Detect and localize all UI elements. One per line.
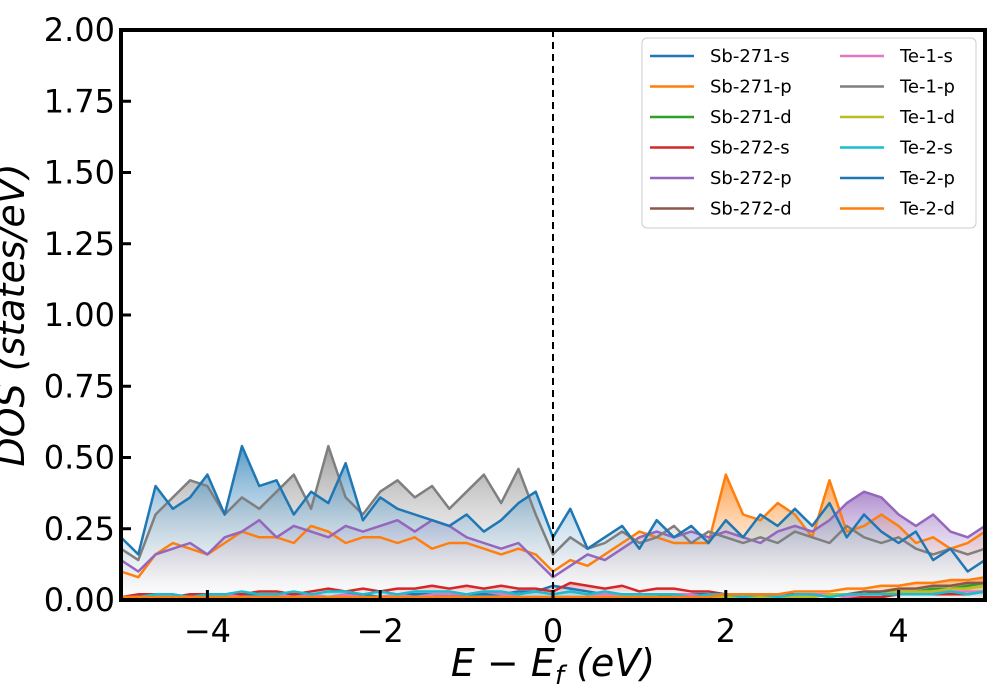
- legend-entry: Sb-272-s: [710, 138, 790, 159]
- legend-entry: Sb-271-d: [710, 107, 792, 128]
- y-tick-label: 0.75: [44, 367, 115, 405]
- y-tick-label: 2.00: [44, 11, 115, 49]
- legend-entry: Te-2-s: [899, 138, 953, 159]
- legend-box: [641, 37, 977, 229]
- x-tick-label: 0: [543, 612, 563, 650]
- line-te-1-p: [120, 444, 986, 562]
- legend: Sb-271-s Sb-271-p Sb-271-d Sb-272-s Sb-272-p…: [641, 37, 977, 229]
- y-tick-label: 0.25: [44, 510, 115, 548]
- legend-entry: Sb-272-d: [710, 199, 792, 220]
- legend-entry: Te-2-d: [899, 199, 955, 220]
- legend-entry: Te-1-d: [899, 107, 955, 128]
- x-tick-label: −2: [357, 612, 404, 650]
- y-tick-label: 1.00: [44, 296, 115, 334]
- line-sb-272-p: [120, 490, 986, 579]
- x-tick-label: −4: [184, 612, 231, 650]
- x-axis-label: E − Ef (eV): [451, 641, 655, 691]
- legend-entry: Te-2-p: [899, 168, 955, 189]
- x-label-main: E − E: [451, 641, 555, 685]
- legend-entry: Sb-272-p: [710, 168, 792, 189]
- legend-entry: Te-1-p: [899, 77, 955, 98]
- plot-frame: [119, 28, 987, 602]
- y-tick-label: 1.75: [44, 82, 115, 120]
- y-tick-label: 1.25: [44, 225, 115, 263]
- legend-entry: Sb-271-s: [710, 46, 790, 67]
- axis-ticks: −4 −2 0 2 4 0.00 0.25 0.50 0.75 1.00 1.25 1.50 1.75 2…: [44, 11, 909, 650]
- y-tick-label: 0.00: [44, 581, 115, 619]
- legend-entry: Te-1-s: [899, 46, 953, 67]
- x-tick-label: 4: [888, 612, 908, 650]
- y-axis-label: DOS (states/eV): [0, 163, 33, 466]
- y-tick-label: 0.50: [44, 439, 115, 477]
- x-tick-label: 2: [716, 612, 736, 650]
- x-label-unit: (eV): [564, 641, 655, 685]
- y-tick-label: 1.50: [44, 154, 115, 192]
- legend-entry: Sb-271-p: [710, 77, 792, 98]
